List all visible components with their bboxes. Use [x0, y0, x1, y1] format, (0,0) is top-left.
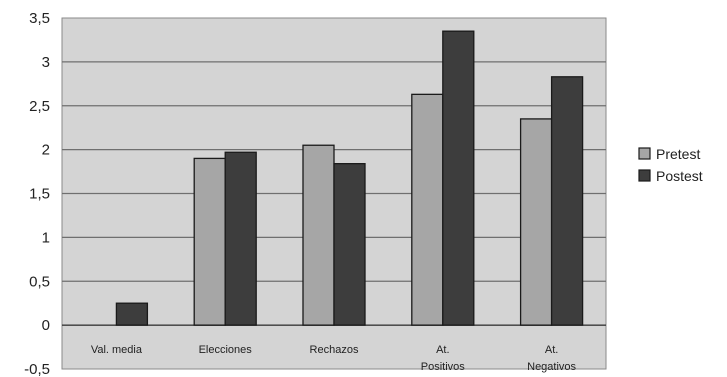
y-tick-label: 0 [42, 317, 50, 334]
bar-pretest-3 [411, 93, 444, 326]
legend-label-pretest: Pretest [656, 146, 700, 162]
y-tick-label: 2 [42, 142, 50, 159]
bar-pretest-4 [519, 118, 553, 326]
y-tick-label: 1,5 [29, 186, 50, 203]
y-axis-ticks: -0,5 0 0,5 1 1,5 2 2,5 3 3,5 [24, 10, 50, 377]
legend-swatch-pretest [638, 147, 651, 160]
legend-swatch-postest [638, 169, 651, 182]
x-category-label: Negativos [527, 361, 576, 373]
bars [115, 30, 584, 326]
x-category-label: Val. media [91, 344, 143, 356]
bar-postest-2 [333, 163, 366, 326]
x-axis-labels: Val. media Elecciones Rechazos At. Positivos… [91, 344, 577, 373]
y-tick-label: -0,5 [24, 361, 50, 377]
y-tick-label: 3,5 [29, 10, 50, 27]
legend: Pretest Postest [638, 146, 703, 184]
x-category-label: At. [436, 344, 449, 356]
legend-label-postest: Postest [656, 168, 703, 184]
x-category-label: Elecciones [199, 344, 253, 356]
bar-postest-4 [550, 76, 584, 326]
y-tick-label: 1 [42, 229, 50, 246]
bar-pretest-2 [302, 144, 335, 326]
bar-pretest-1 [193, 157, 226, 326]
x-category-label: Positivos [421, 361, 466, 373]
bar-postest-0 [115, 302, 149, 326]
bar-postest-3 [442, 30, 475, 326]
bar-postest-1 [224, 151, 257, 326]
y-tick-label: 2,5 [29, 98, 50, 115]
y-tick-label: 0,5 [29, 273, 50, 290]
x-category-label: Rechazos [310, 344, 359, 356]
y-tick-label: 3 [42, 54, 50, 71]
x-category-label: At. [545, 344, 558, 356]
